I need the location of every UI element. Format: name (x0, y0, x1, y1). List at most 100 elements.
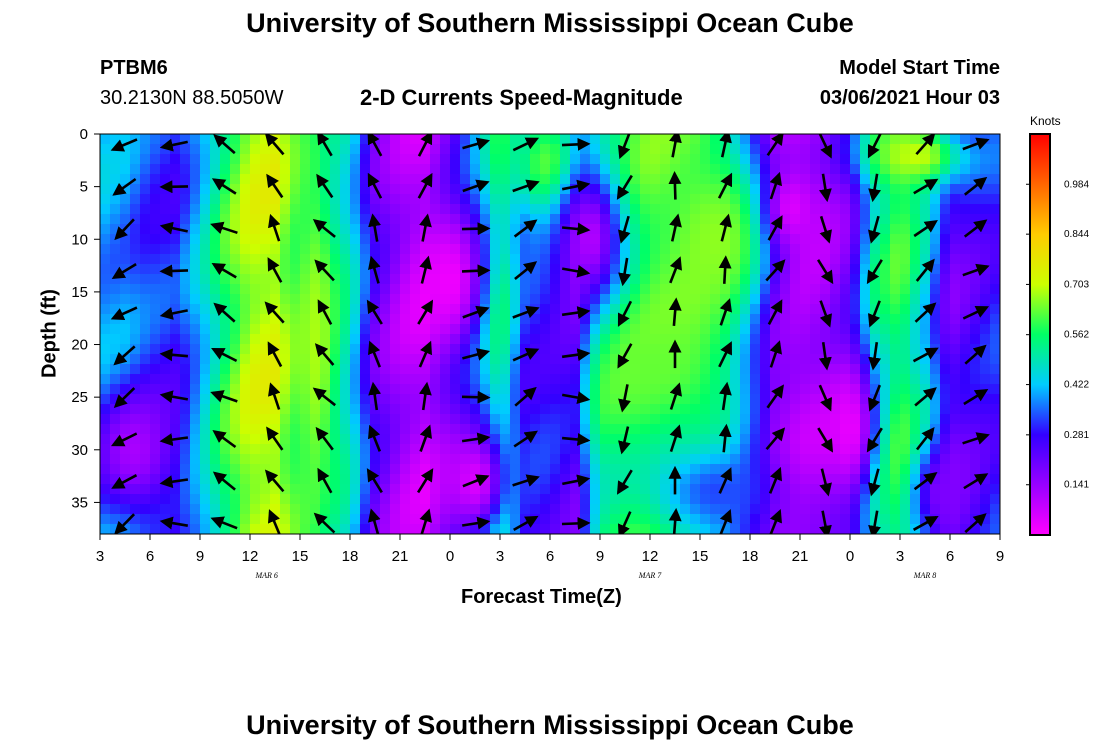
heatmap-cell (250, 214, 261, 225)
heatmap-cell (150, 524, 161, 534)
heatmap-cell (990, 224, 1000, 235)
heatmap-cell (380, 324, 391, 335)
heatmap-cell (490, 134, 501, 145)
heatmap-cell (560, 164, 571, 175)
heatmap-cell (220, 324, 231, 335)
heatmap-cell (350, 184, 361, 195)
heatmap-cell (380, 194, 391, 205)
heatmap-cell (590, 494, 601, 505)
heatmap-cell (770, 204, 781, 215)
heatmap-cell (560, 274, 571, 285)
heatmap-cell (230, 524, 241, 534)
heatmap-cell (370, 244, 381, 255)
heatmap-cell (970, 524, 981, 534)
heatmap-cell (360, 454, 371, 465)
heatmap-cell (770, 444, 781, 455)
heatmap-cell (870, 214, 881, 225)
heatmap-cell (990, 354, 1000, 365)
heatmap-cell (660, 224, 671, 235)
heatmap-cell (360, 484, 371, 495)
heatmap-cell (850, 254, 861, 265)
heatmap-cell (980, 524, 991, 534)
heatmap-cell (510, 284, 521, 295)
heatmap-cell (210, 414, 221, 425)
heatmap-cell (290, 214, 301, 225)
heatmap-cell (190, 384, 201, 395)
heatmap-cell (540, 424, 551, 435)
heatmap-cell (710, 324, 721, 335)
heatmap-cell (920, 374, 931, 385)
heatmap-cell (990, 504, 1000, 515)
heatmap-cell (650, 494, 661, 505)
heatmap-cell (950, 414, 961, 425)
heatmap-cell (300, 504, 311, 515)
heatmap-cell (800, 244, 811, 255)
heatmap-cell (110, 464, 121, 475)
heatmap-cell (180, 434, 191, 445)
heatmap-cell (360, 194, 371, 205)
heatmap-cell (380, 424, 391, 435)
heatmap-cell (300, 214, 311, 225)
heatmap-cell (400, 154, 411, 165)
heatmap-cell (240, 364, 251, 375)
heatmap-cell (650, 324, 661, 335)
heatmap-cell (230, 224, 241, 235)
heatmap-cell (960, 484, 971, 495)
heatmap-cell (430, 474, 441, 485)
heatmap-cell (230, 464, 241, 475)
heatmap-cell (570, 294, 581, 305)
heatmap-cell (830, 144, 841, 155)
heatmap-cell (580, 404, 591, 415)
heatmap-cell (760, 254, 771, 265)
heatmap-cell (150, 424, 161, 435)
heatmap-cell (290, 244, 301, 255)
heatmap-cell (320, 194, 331, 205)
heatmap-cell (260, 354, 271, 365)
heatmap-cell (640, 394, 651, 405)
heatmap-cell (780, 144, 791, 155)
heatmap-cell (600, 224, 611, 235)
heatmap-cell (740, 264, 751, 275)
heatmap-cell (340, 434, 351, 445)
heatmap-cell (840, 254, 851, 265)
heatmap-cell (860, 254, 871, 265)
heatmap-cell (380, 284, 391, 295)
heatmap-cell (600, 464, 611, 475)
heatmap-cell (630, 184, 641, 195)
heatmap-cell (100, 204, 111, 215)
heatmap-cell (500, 454, 511, 465)
heatmap-cell (570, 344, 581, 355)
heatmap-cell (400, 214, 411, 225)
heatmap-cell (410, 524, 421, 534)
heatmap-cell (650, 234, 661, 245)
heatmap-cell (600, 364, 611, 375)
heatmap-cell (250, 324, 261, 335)
heatmap-cell (740, 464, 751, 475)
heatmap-cell (290, 294, 301, 305)
heatmap-cell (510, 364, 521, 375)
heatmap-cell (590, 294, 601, 305)
heatmap-cell (800, 314, 811, 325)
heatmap-cell (180, 364, 191, 375)
heatmap-cell (710, 514, 721, 525)
heatmap-cell (500, 334, 511, 345)
heatmap-cell (570, 424, 581, 435)
heatmap-cell (260, 434, 271, 445)
current-vector-arrow (268, 213, 281, 242)
heatmap-cell (370, 274, 381, 285)
heatmap-cell (270, 314, 281, 325)
heatmap-cell (820, 384, 831, 395)
current-vector-arrow (268, 509, 281, 534)
heatmap-cell (430, 314, 441, 325)
heatmap-cell (430, 284, 441, 295)
heatmap-cell (450, 204, 461, 215)
heatmap-cell (620, 174, 631, 185)
heatmap-cell (260, 314, 271, 325)
heatmap-cell (470, 174, 481, 185)
heatmap-cell (850, 454, 861, 465)
heatmap-cell (760, 174, 771, 185)
heatmap-cell (400, 394, 411, 405)
